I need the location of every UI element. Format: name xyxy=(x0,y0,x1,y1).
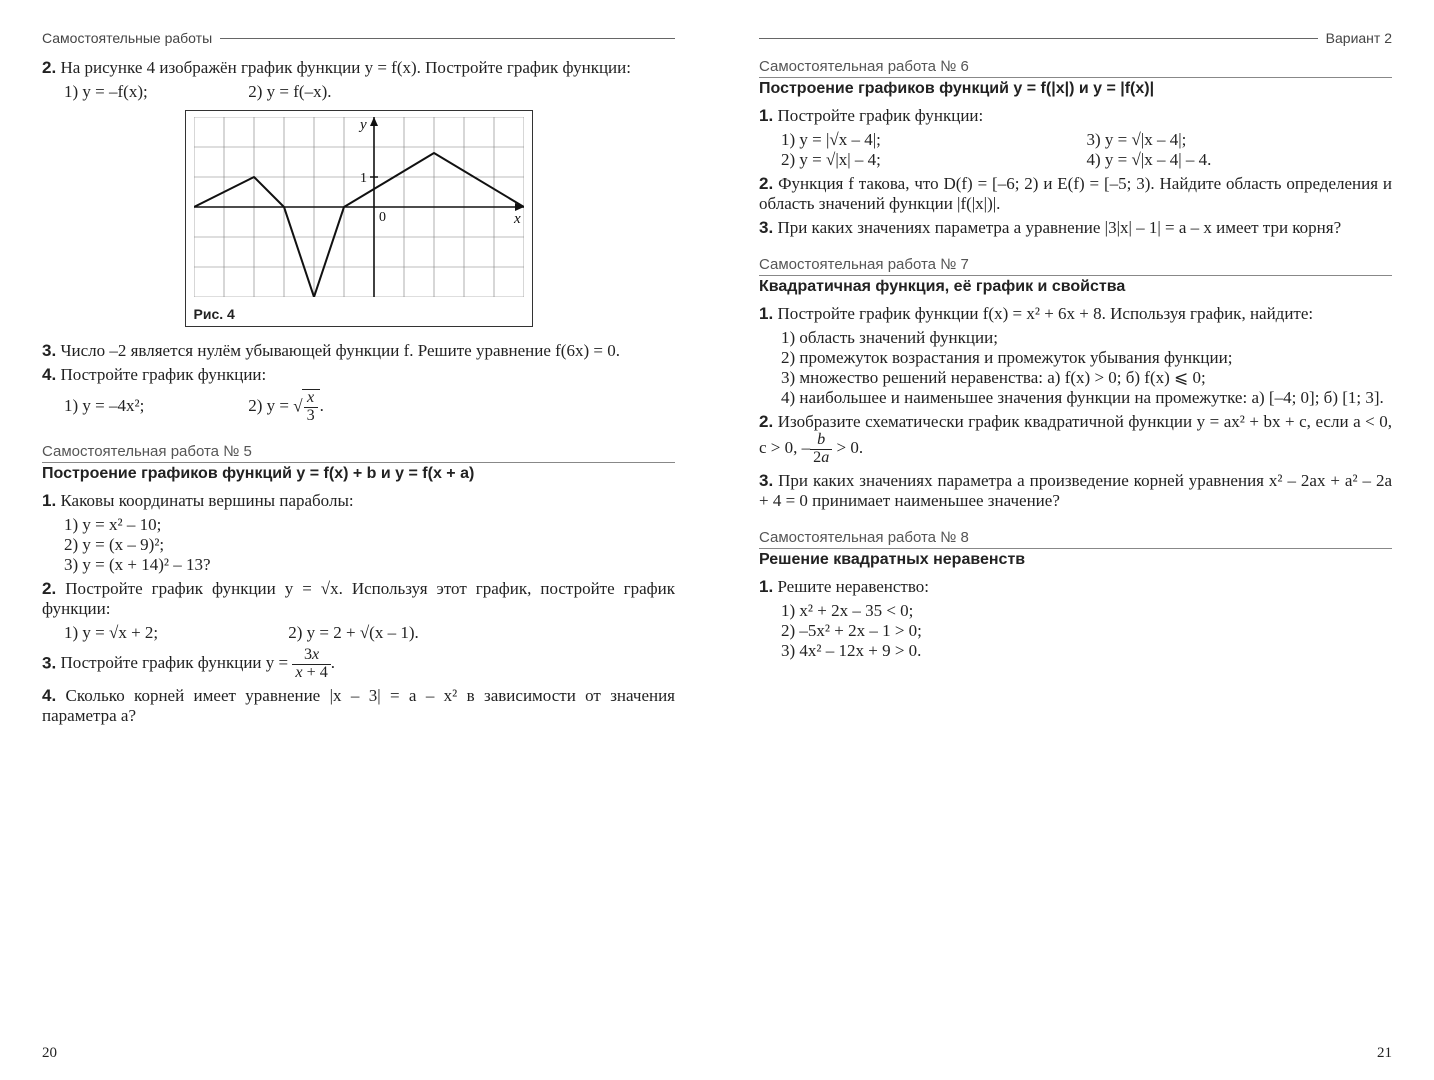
task-number: 4. xyxy=(42,686,56,705)
running-head-right: Вариант 2 xyxy=(759,30,1392,46)
t5-1c: 3) y = (x + 14)² – 13? xyxy=(42,555,675,575)
task-number: 2. xyxy=(759,174,773,193)
task-number: 3. xyxy=(42,653,56,672)
task-4-1: 1) y = –4x²; xyxy=(64,396,244,416)
t8-1c: 3) 4x² – 12x + 9 > 0. xyxy=(759,641,1392,661)
task-text: Постройте график функции f(x) = x² + 6x … xyxy=(777,304,1313,323)
task-6-3: 3. При каких значениях параметра a уравн… xyxy=(759,218,1392,238)
section-5-title: Самостоятельная работа № 5 xyxy=(42,443,675,463)
task-text: На рисунке 4 изображён график функции y … xyxy=(60,58,631,77)
task-text: Постройте график функции y = √x. Использ… xyxy=(42,579,675,618)
task-number: 2. xyxy=(42,58,56,77)
task-6-2: 2. Функция f такова, что D(f) = [–6; 2) … xyxy=(759,174,1392,214)
task-7-1: 1. Постройте график функции f(x) = x² + … xyxy=(759,304,1392,324)
task-text: Число –2 является нулём убывающей функци… xyxy=(60,341,620,360)
section-6-sub: Построение графиков функций y = f(|x|) и… xyxy=(759,80,1392,98)
task-text: Постройте график функции: xyxy=(60,365,266,384)
task-text: Решите неравенство: xyxy=(777,577,929,596)
task-text: При каких значениях параметра a произвед… xyxy=(759,471,1392,510)
figure-label: Рис. 4 xyxy=(194,306,524,322)
task-text: Постройте график функции: xyxy=(777,106,983,125)
t7-1c: 3) множество решений неравенства: а) f(x… xyxy=(759,368,1392,388)
task-number: 1. xyxy=(759,106,773,125)
page-number: 21 xyxy=(1377,1045,1392,1062)
task-text: Каковы координаты вершины параболы: xyxy=(60,491,353,510)
running-head-left: Самостоятельные работы xyxy=(42,30,675,46)
header-rule xyxy=(220,38,675,39)
task-5-4: 4. Сколько корней имеет уравнение |x – 3… xyxy=(42,686,675,726)
task-7-3: 3. При каких значениях параметра a произ… xyxy=(759,471,1392,511)
task-2-sub: 1) y = –f(x); 2) y = f(–x). xyxy=(42,82,675,102)
t5-1b: 2) y = (x – 9)²; xyxy=(42,535,675,555)
task-4-2: 2) y = √x3. xyxy=(248,396,324,415)
task-number: 3. xyxy=(42,341,56,360)
t6-1d: 4) y = √|x – 4| – 4. xyxy=(1087,150,1393,170)
graph: x y 0 1 xyxy=(194,117,524,297)
task-number: 1. xyxy=(759,304,773,323)
t8-1b: 2) –5x² + 2x – 1 > 0; xyxy=(759,621,1392,641)
task-text: Постройте график функции y = 3xx + 4. xyxy=(60,653,335,672)
task-number: 3. xyxy=(759,471,773,490)
task-3: 3. Число –2 является нулём убывающей фун… xyxy=(42,341,675,361)
task-2: 2. На рисунке 4 изображён график функции… xyxy=(42,58,675,78)
task-5-3: 3. Постройте график функции y = 3xx + 4. xyxy=(42,647,675,682)
t7-1d: 4) наибольшее и наименьшее значения функ… xyxy=(759,388,1392,408)
svg-text:y: y xyxy=(358,117,367,133)
page-number: 20 xyxy=(42,1045,57,1062)
task-8-1: 1. Решите неравенство: xyxy=(759,577,1392,597)
t6-1b: 2) y = √|x| – 4; xyxy=(781,150,1087,170)
task-number: 1. xyxy=(42,491,56,510)
section-7-title: Самостоятельная работа № 7 xyxy=(759,256,1392,276)
task-5-1: 1. Каковы координаты вершины параболы: xyxy=(42,491,675,511)
section-6-title: Самостоятельная работа № 6 xyxy=(759,58,1392,78)
task-7-2: 2. Изобразите схематически график квадра… xyxy=(759,412,1392,467)
task-5-2-sub: 1) y = √x + 2; 2) y = 2 + √(x – 1). xyxy=(42,623,675,643)
t7-1b: 2) промежуток возрастания и промежуток у… xyxy=(759,348,1392,368)
t6-1c: 3) y = √|x – 4|; xyxy=(1087,130,1393,150)
task-number: 2. xyxy=(42,579,56,598)
book-spread: Самостоятельные работы 2. На рисунке 4 и… xyxy=(0,0,1434,1080)
task-number: 1. xyxy=(759,577,773,596)
t6-1-row2: 2) y = √|x| – 4; 4) y = √|x – 4| – 4. xyxy=(759,150,1392,170)
t6-1-row1: 1) y = |√x – 4|; 3) y = √|x – 4|; xyxy=(759,130,1392,150)
page-right: Вариант 2 Самостоятельная работа № 6 Пос… xyxy=(717,0,1434,1080)
svg-text:0: 0 xyxy=(379,210,386,225)
section-8-sub: Решение квадратных неравенств xyxy=(759,551,1392,569)
task-5-2: 2. Постройте график функции y = √x. Испо… xyxy=(42,579,675,619)
figure-box: x y 0 1 Рис. 4 xyxy=(185,110,533,327)
task-text: Функция f такова, что D(f) = [–6; 2) и E… xyxy=(759,174,1392,213)
figure-4: x y 0 1 Рис. 4 xyxy=(42,110,675,327)
task-text: Сколько корней имеет уравнение |x – 3| =… xyxy=(42,686,675,725)
t7-1a: 1) область значений функции; xyxy=(759,328,1392,348)
svg-text:1: 1 xyxy=(360,171,367,186)
task-4-sub: 1) y = –4x²; 2) y = √x3. xyxy=(42,389,675,425)
svg-text:x: x xyxy=(513,211,521,227)
task-2-2: 2) y = f(–x). xyxy=(248,82,331,101)
task-6-1: 1. Постройте график функции: xyxy=(759,106,1392,126)
task-number: 4. xyxy=(42,365,56,384)
task-number: 3. xyxy=(759,218,773,237)
header-rule xyxy=(759,38,1318,39)
task-4: 4. Постройте график функции: xyxy=(42,365,675,385)
page-left: Самостоятельные работы 2. На рисунке 4 и… xyxy=(0,0,717,1080)
task-2-1: 1) y = –f(x); xyxy=(64,82,244,102)
t5-2-1: 1) y = √x + 2; xyxy=(64,623,284,643)
t8-1a: 1) x² + 2x – 35 < 0; xyxy=(759,601,1392,621)
section-8-title: Самостоятельная работа № 8 xyxy=(759,529,1392,549)
running-head-text: Самостоятельные работы xyxy=(42,30,212,46)
task-text: При каких значениях параметра a уравнени… xyxy=(777,218,1341,237)
t5-1a: 1) y = x² – 10; xyxy=(42,515,675,535)
task-text: Изобразите схематически график квадратич… xyxy=(759,412,1392,457)
t5-2-2: 2) y = 2 + √(x – 1). xyxy=(288,623,419,642)
section-5-sub: Построение графиков функций y = f(x) + b… xyxy=(42,465,675,483)
t6-1a: 1) y = |√x – 4|; xyxy=(781,130,1087,150)
task-number: 2. xyxy=(759,412,773,431)
section-7-sub: Квадратичная функция, её график и свойст… xyxy=(759,278,1392,296)
running-head-text: Вариант 2 xyxy=(1326,30,1392,46)
